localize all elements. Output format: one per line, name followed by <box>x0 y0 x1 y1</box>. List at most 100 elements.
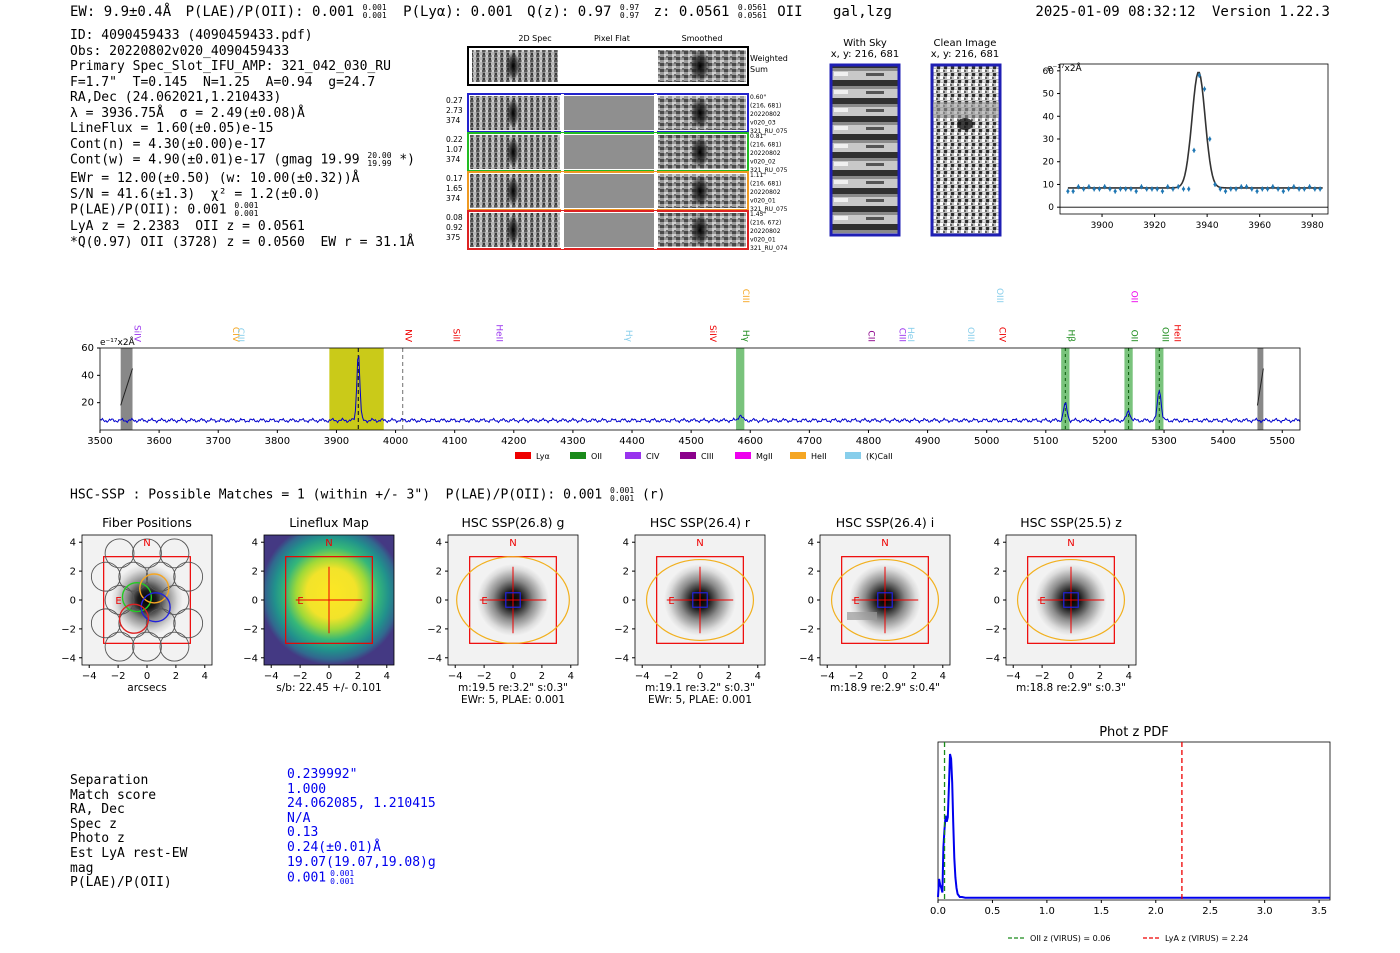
line-fit-point <box>1207 136 1212 142</box>
panel-ytick-label: 0 <box>994 596 1000 607</box>
line-fit-point <box>1102 184 1107 190</box>
line-fit-point <box>1286 186 1291 192</box>
panel-xtick-label: −4 <box>1006 671 1021 682</box>
cutout-row-pixelflat <box>564 174 654 208</box>
cutout-row-smoothed-emission <box>691 97 709 129</box>
cutout-row-meta: 20220802 <box>750 228 781 235</box>
line-fit-plot: e⁻¹⁷x2Å 0 10 20 30 40 50 60 3900 3920 3940 3960 398… <box>1043 62 1329 231</box>
line-fit-point <box>1202 86 1207 92</box>
line-fit-point <box>1281 188 1286 194</box>
spectrum-line-label: CIV <box>997 327 1007 343</box>
cutout-row-meta: (216, 681) <box>750 142 781 149</box>
spectrum-legend-swatch <box>845 452 861 459</box>
cutout-grid: 2D Spec Pixel Flat Smoothed Weighted Sum… <box>446 34 788 252</box>
panel-ytick-label: 2 <box>436 567 442 578</box>
line-fit-point <box>1134 188 1138 194</box>
cutout-row-meta: (216, 681) <box>750 181 781 188</box>
cutout-row-meta: v020_01 <box>750 237 776 244</box>
line-fit-point <box>1302 186 1307 192</box>
line-fit-xtick-label: 3960 <box>1248 221 1271 231</box>
hsc-summary: HSC-SSP : Possible Matches = 1 (within +… <box>70 486 666 503</box>
info-obs: Obs: 20220802v020_4090459433 <box>70 43 290 59</box>
panel-title: Fiber Positions <box>102 515 192 530</box>
panel-xtick-label: −2 <box>664 671 679 682</box>
cutout-row-stat: 0.92 <box>446 223 463 232</box>
line-fit-point <box>1318 186 1322 192</box>
aperture-box <box>285 556 373 644</box>
panel-xtick-label: −4 <box>82 671 97 682</box>
panel-xtick-label: 0 <box>510 671 516 682</box>
panel-xtick-label: −4 <box>820 671 835 682</box>
fiber-red <box>118 603 150 634</box>
line-fit-ytick-label: 50 <box>1043 90 1055 100</box>
photoz-xtick-label: 3.5 <box>1311 906 1327 917</box>
panel-xtick-label: −2 <box>477 671 492 682</box>
spectrum-legend-label: Lyα <box>536 452 550 461</box>
panel-xtick-label: 2 <box>911 671 917 682</box>
cutout-row-smoothed-emission <box>691 136 709 168</box>
spectrum-line-label: HeII <box>494 324 504 342</box>
image-artifact <box>847 612 877 620</box>
compass-n: N <box>325 538 332 549</box>
spectrum-line-label: SiIV <box>707 325 717 343</box>
spectrum-line-label: OIII <box>965 327 975 342</box>
panel-title: HSC SSP(25.5) z <box>1020 515 1122 530</box>
photoz-xtick-label: 1.0 <box>1039 906 1055 917</box>
line-fit-point <box>1307 184 1312 190</box>
cutout-row-meta: 321_RU_074 <box>750 245 788 252</box>
weighted-label-1: Weighted <box>750 54 788 63</box>
info-radec: RA,Dec (24.062021,1.210433) <box>70 90 282 105</box>
panel-ytick-label: −4 <box>427 653 442 664</box>
panel-ytick-label: −2 <box>614 624 629 635</box>
spectrum-xtick-label: 3500 <box>87 436 112 447</box>
panel-xtick-label: −2 <box>111 671 126 682</box>
photoz-xtick-label: 1.5 <box>1093 906 1109 917</box>
line-fit-point <box>1087 184 1091 190</box>
fiber-circle <box>104 538 135 569</box>
panel-title: HSC SSP(26.4) r <box>650 515 751 530</box>
cutout-row-meta: 1.45" <box>750 211 766 218</box>
spectrum-legend-swatch <box>570 452 586 459</box>
fiber-circle <box>132 538 162 569</box>
line-fit-point <box>1108 186 1112 192</box>
photoz-xtick-label: 0.0 <box>930 906 946 917</box>
line-fit-point <box>1313 186 1317 192</box>
panel-ytick-label: −4 <box>243 653 258 664</box>
weighted-smoothed-emission <box>690 50 710 82</box>
compass-n: N <box>1067 538 1074 549</box>
cutout-row-meta: 1.11" <box>750 172 766 179</box>
spectrum-gray-band <box>120 348 133 430</box>
aperture-box <box>1027 556 1115 644</box>
clean-image <box>930 63 1002 237</box>
spectrum-xtick-label: 3700 <box>206 436 231 447</box>
aperture-box <box>103 556 191 644</box>
match-label: Est LyA rest-EW <box>70 845 188 861</box>
fiber-circle <box>159 631 190 662</box>
spectrum-xtick-label: 4700 <box>797 436 822 447</box>
spectrum-xtick-label: 3800 <box>265 436 290 447</box>
with-sky-header: With Sky x, y: 216, 681 <box>822 38 908 60</box>
cutout-gap <box>561 172 564 210</box>
line-fit-point <box>1160 188 1165 194</box>
cutout-row-meta: (216, 672) <box>750 220 781 227</box>
spectrum-frame <box>99 347 1301 431</box>
spectrum-xtick-label: 5200 <box>1092 436 1117 447</box>
spectrum-xtick-label: 4500 <box>678 436 703 447</box>
compass-e: E <box>668 596 674 607</box>
cutout-row-emission <box>507 215 519 245</box>
spectrum-legend-label: (K)CaII <box>866 452 893 461</box>
line-fit-point <box>1081 186 1086 192</box>
match-value: 19.07(19.07,19.08)g <box>287 854 436 870</box>
cutout-gap <box>654 172 657 210</box>
spectrum-line-label: CIV <box>230 327 240 343</box>
line-fit-ytick-label: 0 <box>1048 203 1054 213</box>
cutout-row-smoothed-emission <box>691 214 709 246</box>
line-fit-point <box>1150 186 1154 192</box>
spectrum-line-label: Hγ <box>740 330 750 343</box>
match-value: 0.13 <box>287 825 319 841</box>
line-fit-point <box>1066 188 1070 194</box>
panel-caption: s/b: 22.45 +/- 0.101 <box>276 682 381 694</box>
panel-xtick-label: 2 <box>726 671 732 682</box>
line-fit-point <box>1297 186 1301 192</box>
spectrum-line-label: CIII <box>740 289 750 303</box>
